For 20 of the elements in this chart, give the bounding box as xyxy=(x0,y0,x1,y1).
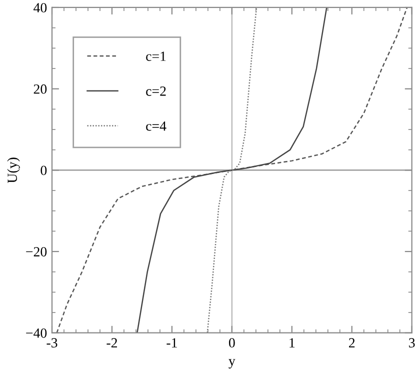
line-series xyxy=(56,7,408,333)
y-axis-title: U(y) xyxy=(7,158,20,183)
x-tick-label: 0 xyxy=(228,338,235,348)
y-tick-label: 0 xyxy=(40,166,47,176)
line-series xyxy=(206,7,258,333)
legend-label: c=1 xyxy=(146,52,166,61)
x-tick-label: 1 xyxy=(290,338,295,348)
line-series xyxy=(136,7,328,333)
x-tick-label: -1 xyxy=(166,338,177,348)
y-tick-label: 20 xyxy=(34,84,47,94)
legend-label: c=2 xyxy=(146,86,166,96)
legend-label: c=4 xyxy=(146,121,166,131)
y-tick-label: −20 xyxy=(26,247,47,256)
y-tick-label: −40 xyxy=(26,328,47,338)
x-tick-label: 2 xyxy=(349,338,355,348)
x-axis-title: y xyxy=(228,359,236,368)
x-tick-label: -3 xyxy=(46,338,58,348)
x-tick-label: 3 xyxy=(409,338,415,348)
y-tick-label: 40 xyxy=(34,3,47,12)
x-tick-label: -2 xyxy=(106,338,117,348)
